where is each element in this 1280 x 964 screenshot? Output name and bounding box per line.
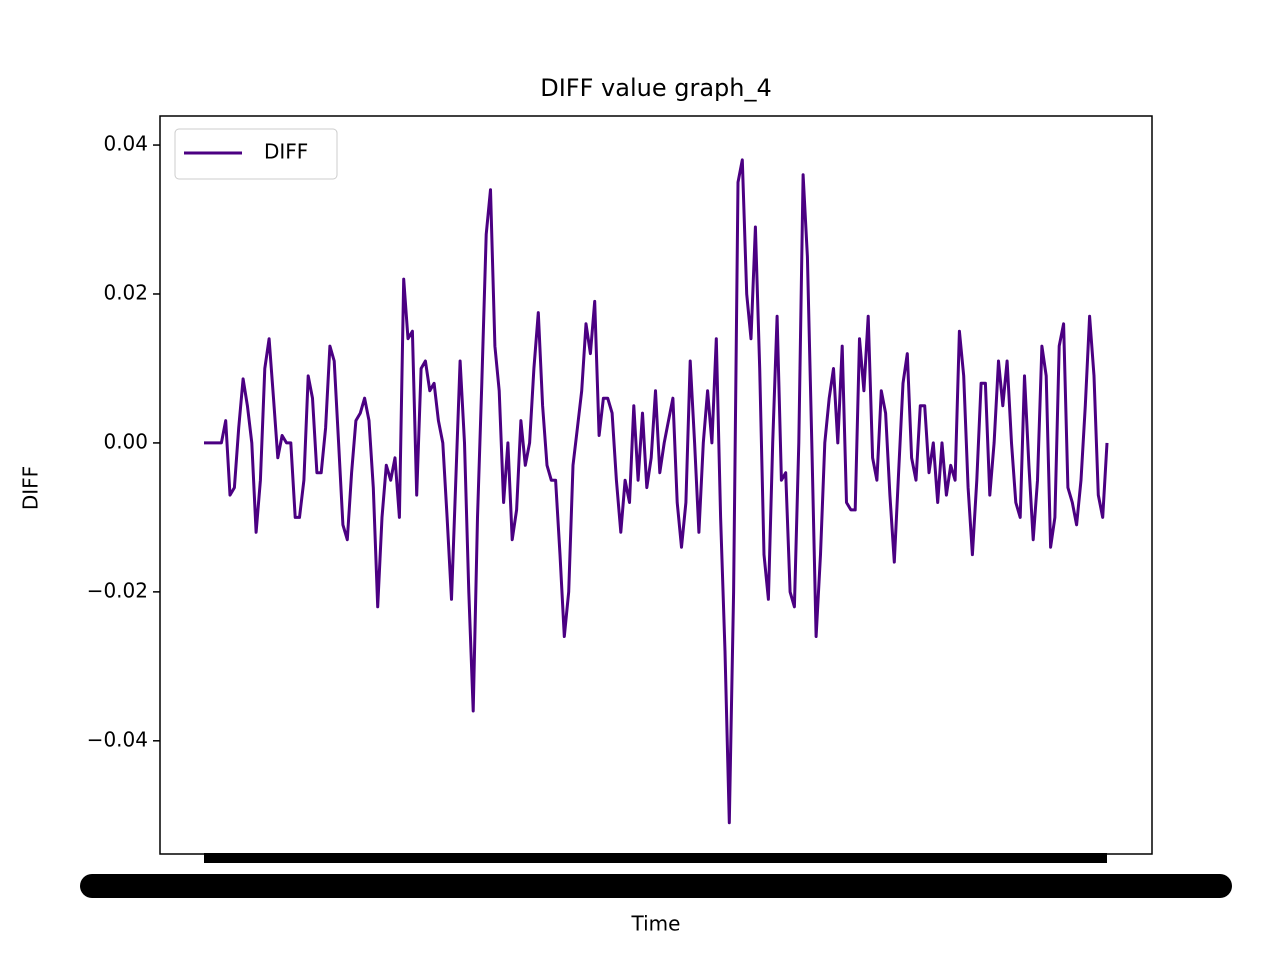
y-tick-label: 0.02 <box>103 280 148 304</box>
y-tick-label: 0.04 <box>103 132 148 156</box>
y-tick-label: −0.04 <box>87 727 148 751</box>
chart-title: DIFF value graph_4 <box>540 74 772 102</box>
legend-box <box>174 128 338 180</box>
data-line <box>204 158 1109 825</box>
x-tick-labels-overlap <box>80 874 1232 898</box>
y-tick-label: 0.00 <box>103 429 148 453</box>
x-tick-marks <box>204 853 1107 863</box>
legend-label: DIFF <box>264 140 308 164</box>
y-axis-label: DIFF <box>19 466 43 510</box>
x-axis-label: Time <box>631 912 681 936</box>
plot-frame <box>159 115 1153 855</box>
y-tick-label: −0.02 <box>87 578 148 602</box>
